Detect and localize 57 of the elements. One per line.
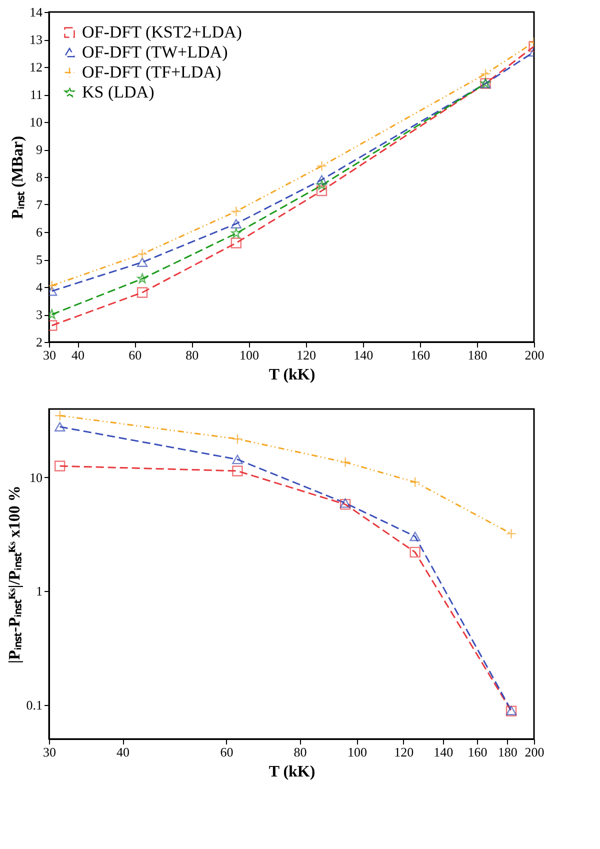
y-tick-label: 9 [36,142,42,157]
legend-label: OF-DFT (KST2+LDA) [82,22,242,42]
point [316,180,327,190]
x-tick-label: 200 [524,744,544,760]
point [137,273,148,284]
point [136,248,148,260]
y-tick-label: 10 [30,470,42,485]
x-tick-label: 40 [72,348,85,362]
legend-label: KS (LDA) [82,82,154,102]
x-axis-title: T (kK) [268,764,316,780]
y-tick-label: 13 [30,32,42,47]
x-tick-label: 180 [498,744,518,760]
x-tick-label: 120 [394,744,414,760]
point [230,206,242,217]
x-tick-label: 100 [239,348,259,362]
y-tick-label: 3 [36,307,42,322]
point [316,160,328,172]
x-tick-label: 120 [296,348,316,362]
y-tick-label: 1 [36,584,42,599]
legend-label: OF-DFT (TF+LDA) [82,62,222,82]
y-tick-label: 12 [30,60,42,74]
y-tick-label: 8 [36,170,42,184]
x-tick-label: 160 [410,348,430,362]
x-tick-label: 60 [128,348,142,362]
y-tick-label: 7 [36,197,43,212]
point [316,175,328,184]
x-tick-label: 60 [220,744,234,760]
y-tick-label: 5 [36,252,42,267]
x-tick-label: 80 [294,744,307,760]
x-tick-label: 100 [348,744,368,760]
point [230,219,242,228]
x-tick-label: 40 [116,744,130,760]
x-tick-label: 140 [434,744,454,760]
y-tick-label: 14 [30,4,43,20]
x-axis-title: T (kK) [268,366,316,384]
x-tick-label: 80 [186,348,199,362]
x-tick-label: 140 [354,348,374,362]
y-axis-title: Pᵢₙₛₜ (MBar) [10,136,26,220]
y-tick-label: 6 [36,224,43,240]
x-tick-label: 160 [468,744,488,760]
point [136,287,148,298]
y-tick-label: 10 [30,114,42,130]
x-tick-label: 200 [524,348,544,362]
legend-label: OF-DFT (TW+LDA) [82,42,228,62]
point [136,258,148,267]
x-tick-label: 30 [43,348,56,362]
y-tick-label: 2 [36,334,42,350]
y-tick-label: 4 [36,280,43,294]
point [480,68,491,80]
y-tick-label: 0.1 [26,697,42,712]
x-tick-label: 180 [468,348,488,362]
point [231,228,242,238]
point [316,185,328,196]
y-axis-title: |Pᵢₙₛₜ-Pᵢₙₛₜᴷˢ|/Pᵢₙₛₜᴷˢ x100 % [6,486,24,664]
y-tick-label: 11 [30,87,42,102]
point [230,238,242,248]
x-tick-label: 30 [43,744,56,760]
